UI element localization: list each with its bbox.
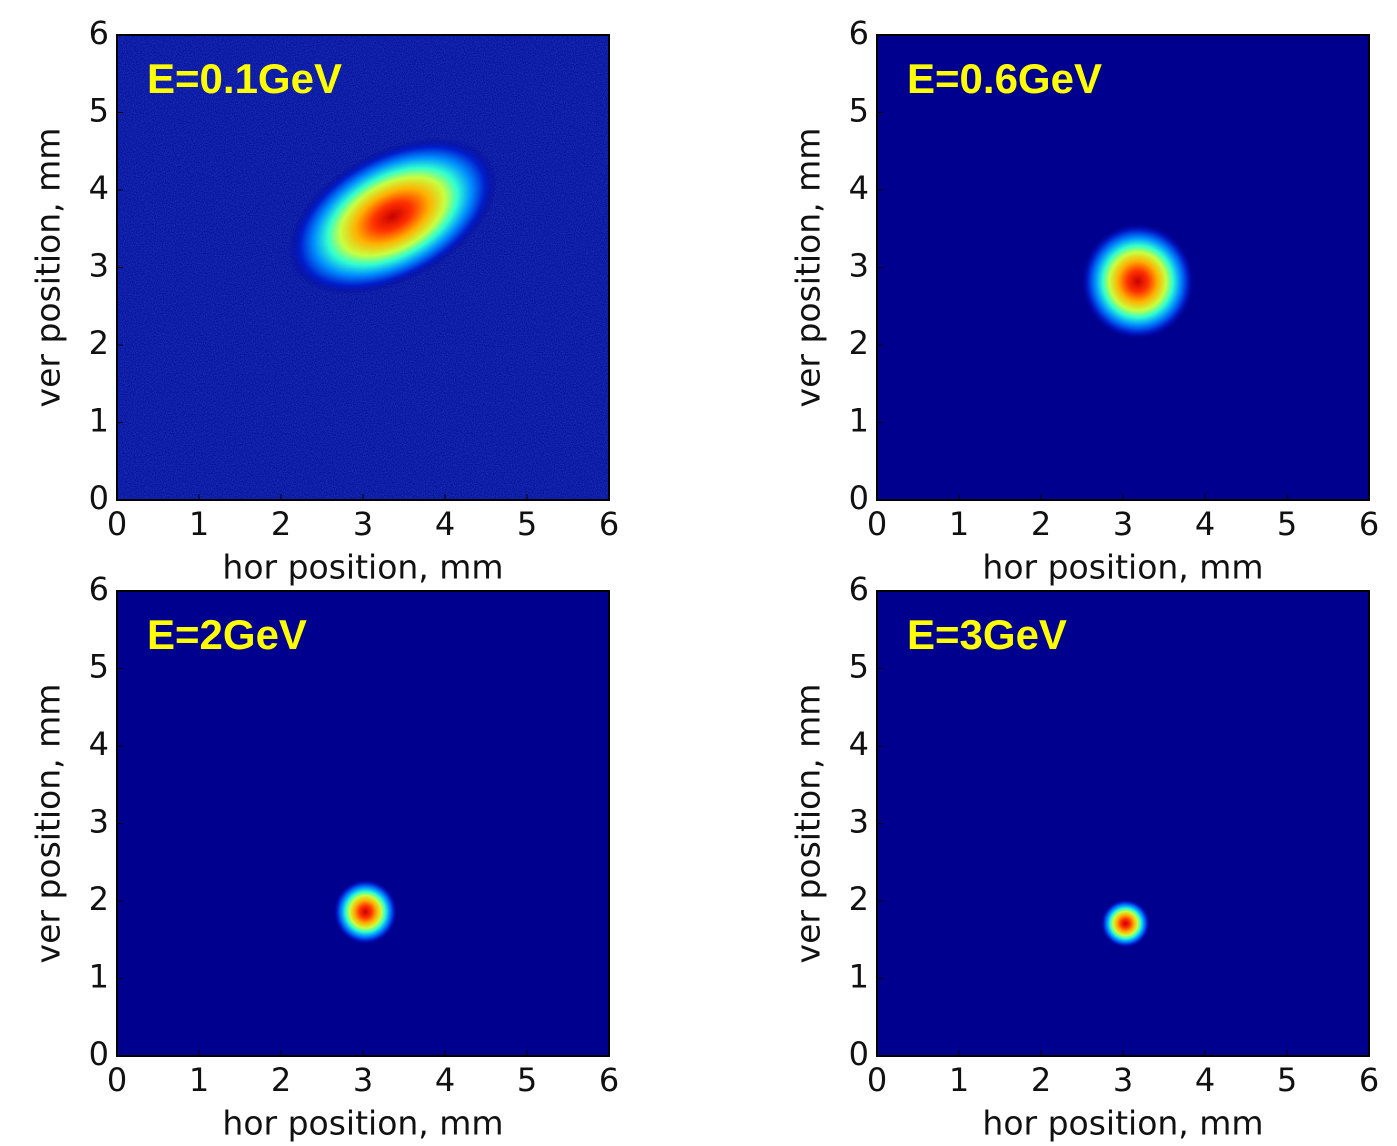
x-tick-label: 2 <box>1031 1061 1051 1099</box>
x-tick-label: 3 <box>1113 505 1133 543</box>
x-tick-label: 6 <box>599 1061 619 1099</box>
beam-spot <box>333 879 397 944</box>
y-tick-label: 4 <box>849 725 869 763</box>
x-tick-label: 3 <box>353 505 373 543</box>
y-tick-label: 2 <box>849 880 869 918</box>
panel: 0 1 2 3 4 5 6 0 1 2 3 4 5 6 hor position, mm ver positi… <box>29 570 620 1143</box>
x-tick-label: 0 <box>107 1061 127 1099</box>
y-tick-label: 1 <box>849 958 869 996</box>
heatmap-background <box>877 591 1369 1056</box>
y-tick-label: 0 <box>849 1035 869 1073</box>
y-tick-label: 0 <box>89 479 109 517</box>
y-tick-label: 0 <box>849 479 869 517</box>
y-tick-label: 6 <box>849 14 869 52</box>
x-tick-label: 0 <box>867 1061 887 1099</box>
y-tick-label: 2 <box>89 324 109 362</box>
y-tick-label: 4 <box>89 169 109 207</box>
figure: 0 1 2 3 4 5 6 0 1 2 3 4 5 6 hor position, mm ver positi… <box>0 0 1397 1146</box>
annotation: E=2GeV <box>147 611 307 658</box>
y-tick-label: 5 <box>849 648 869 686</box>
x-tick-label: 6 <box>1359 1061 1379 1099</box>
x-axis-label: hor position, mm <box>982 1104 1263 1143</box>
x-tick-label: 6 <box>599 505 619 543</box>
y-tick-label: 3 <box>849 247 869 285</box>
x-tick-label: 5 <box>517 505 537 543</box>
x-tick-label: 3 <box>1113 1061 1133 1099</box>
x-tick-label: 0 <box>107 505 127 543</box>
panel: 0 1 2 3 4 5 6 0 1 2 3 4 5 6 hor position, mm ver positi… <box>789 14 1380 587</box>
y-tick-label: 3 <box>849 803 869 841</box>
y-tick-label: 4 <box>849 169 869 207</box>
x-axis-label: hor position, mm <box>222 548 503 587</box>
y-tick-label: 1 <box>89 958 109 996</box>
y-tick-label: 2 <box>89 880 109 918</box>
y-tick-label: 5 <box>89 92 109 130</box>
x-tick-label: 4 <box>1195 505 1215 543</box>
x-tick-label: 1 <box>189 1061 209 1099</box>
panel: 0 1 2 3 4 5 6 0 1 2 3 4 5 6 hor position, mm ver positi… <box>29 14 620 587</box>
y-tick-label: 4 <box>89 725 109 763</box>
x-tick-label: 4 <box>435 1061 455 1099</box>
y-tick-label: 6 <box>89 14 109 52</box>
x-tick-label: 6 <box>1359 505 1379 543</box>
y-tick-label: 1 <box>849 402 869 440</box>
y-tick-label: 0 <box>89 1035 109 1073</box>
y-axis-label: ver position, mm <box>789 684 828 964</box>
annotation: E=3GeV <box>907 611 1067 658</box>
y-axis-label: ver position, mm <box>29 684 68 964</box>
x-tick-label: 2 <box>1031 505 1051 543</box>
x-tick-label: 1 <box>949 505 969 543</box>
y-axis-label: ver position, mm <box>789 128 828 408</box>
x-tick-label: 4 <box>1195 1061 1215 1099</box>
annotation: E=0.1GeV <box>147 55 342 102</box>
y-axis-label: ver position, mm <box>29 128 68 408</box>
y-tick-label: 2 <box>849 324 869 362</box>
beam-spot <box>1101 899 1150 947</box>
heatmap-background <box>117 591 609 1056</box>
x-tick-label: 2 <box>271 1061 291 1099</box>
y-tick-label: 3 <box>89 247 109 285</box>
x-axis-label: hor position, mm <box>982 548 1263 587</box>
x-tick-label: 1 <box>949 1061 969 1099</box>
annotation: E=0.6GeV <box>907 55 1102 102</box>
y-tick-label: 5 <box>89 648 109 686</box>
y-tick-label: 5 <box>849 92 869 130</box>
y-tick-label: 1 <box>89 402 109 440</box>
x-tick-label: 5 <box>517 1061 537 1099</box>
panel: 0 1 2 3 4 5 6 0 1 2 3 4 5 6 hor position, mm ver positi… <box>789 570 1380 1143</box>
y-tick-label: 3 <box>89 803 109 841</box>
x-tick-label: 5 <box>1277 505 1297 543</box>
x-axis-label: hor position, mm <box>222 1104 503 1143</box>
x-tick-label: 1 <box>189 505 209 543</box>
y-tick-label: 6 <box>849 570 869 608</box>
x-tick-label: 5 <box>1277 1061 1297 1099</box>
x-tick-label: 4 <box>435 505 455 543</box>
y-tick-label: 6 <box>89 570 109 608</box>
x-tick-label: 2 <box>271 505 291 543</box>
beam-spot <box>1081 223 1194 339</box>
x-tick-label: 3 <box>353 1061 373 1099</box>
x-tick-label: 0 <box>867 505 887 543</box>
